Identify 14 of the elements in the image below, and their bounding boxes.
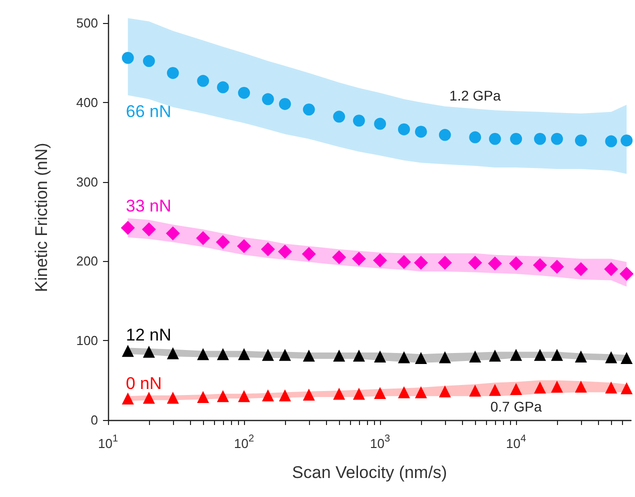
annotation: 0.7 GPa (490, 398, 542, 414)
y-tick-label: 400 (76, 94, 98, 110)
y-tick-label: 0 (90, 412, 98, 428)
x-axis-title: Scan Velocity (nm/s) (292, 463, 447, 482)
annotation: 1.2 GPa (449, 88, 501, 104)
y-axis-title: Kinetic Friction (nN) (32, 142, 51, 292)
y-tick-label: 500 (76, 15, 98, 30)
y-tick-label: 100 (76, 333, 98, 348)
series-label: 33 nN (126, 196, 172, 216)
y-tick-label: 300 (76, 174, 98, 190)
y-tick-label: 200 (76, 254, 98, 269)
series-label: 0 nN (126, 374, 162, 394)
series-label: 66 nN (126, 102, 172, 122)
series-label: 12 nN (126, 326, 172, 345)
